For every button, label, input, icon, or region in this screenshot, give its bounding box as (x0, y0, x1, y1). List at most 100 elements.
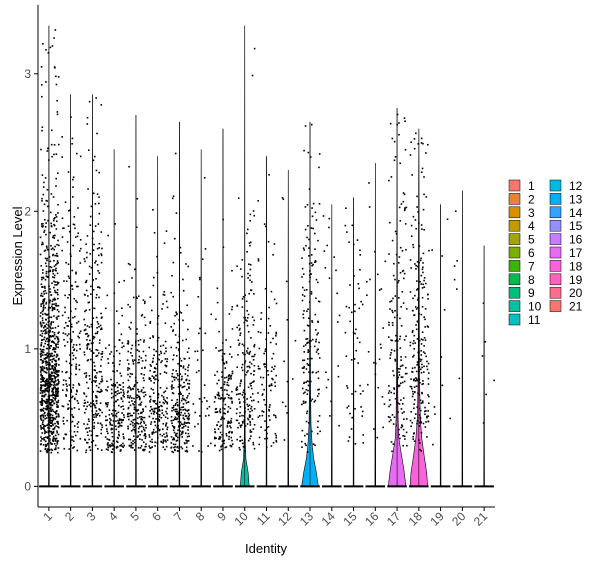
point-17 (391, 414, 394, 416)
point-10 (241, 352, 244, 354)
point-3 (89, 378, 91, 380)
point-1 (42, 300, 44, 303)
point-10 (236, 366, 239, 369)
point-9 (219, 431, 222, 434)
point-15 (362, 390, 364, 392)
point-7 (179, 430, 181, 432)
point-3 (89, 293, 92, 295)
point-1 (49, 269, 52, 272)
point-11 (270, 445, 273, 447)
point-1 (47, 400, 50, 402)
point-18 (424, 410, 426, 413)
point-6 (161, 435, 164, 437)
point-3 (97, 223, 100, 225)
point-7 (172, 392, 175, 395)
point-18 (418, 261, 420, 264)
point-13 (311, 207, 313, 209)
point-1 (57, 374, 60, 376)
point-10 (243, 316, 245, 319)
point-1 (51, 331, 54, 333)
point-13 (314, 444, 316, 447)
point-6 (149, 364, 152, 366)
point-1 (52, 269, 54, 271)
point-1 (49, 266, 52, 268)
point-1 (50, 322, 52, 325)
point-10 (241, 442, 244, 445)
point-7 (186, 450, 189, 453)
point-2 (71, 439, 73, 441)
point-1 (46, 248, 49, 251)
point-13 (311, 357, 313, 360)
point-2 (71, 196, 74, 198)
point-9 (215, 407, 218, 410)
point-21 (484, 341, 487, 343)
point-13 (318, 357, 321, 359)
point-1 (46, 383, 48, 385)
point-6 (165, 445, 168, 448)
point-1 (48, 449, 51, 451)
point-3 (99, 391, 101, 394)
point-1 (51, 300, 54, 303)
x-tick-label: 6 (149, 509, 164, 524)
point-1 (53, 376, 56, 378)
x-axis-ticks: 1 2 3 4 5 6 7 8 9 10 11 12 13 14 15 16 17 18 19 20 21 (40, 507, 490, 529)
point-18 (427, 326, 430, 328)
point-7 (184, 450, 187, 452)
point-17 (396, 339, 398, 341)
point-3 (98, 247, 101, 249)
point-2 (64, 306, 66, 309)
point-5 (133, 423, 136, 425)
point-1 (43, 285, 46, 288)
point-1 (57, 382, 60, 385)
point-1 (50, 371, 53, 373)
point-13 (309, 345, 312, 348)
point-11 (275, 374, 277, 377)
point-10 (250, 382, 252, 384)
point-7 (171, 274, 173, 277)
point-18 (420, 274, 423, 277)
point-13 (315, 297, 317, 300)
point-6 (164, 448, 166, 451)
point-2 (62, 405, 65, 408)
point-8 (201, 400, 203, 403)
point-2 (73, 216, 76, 218)
point-10 (239, 426, 242, 428)
point-13 (317, 370, 320, 373)
point-1 (45, 272, 48, 275)
point-1 (41, 376, 43, 379)
point-1 (42, 193, 45, 196)
point-1 (54, 284, 56, 286)
point-15 (354, 407, 356, 410)
point-10 (239, 385, 241, 387)
point-4 (110, 427, 113, 430)
point-18 (415, 264, 417, 267)
point-3 (86, 441, 88, 444)
point-7 (184, 368, 187, 371)
point-17 (400, 376, 403, 378)
point-13 (307, 325, 310, 327)
point-17 (388, 420, 391, 423)
point-6 (165, 432, 168, 434)
point-6 (151, 431, 153, 434)
point-1 (47, 333, 50, 336)
point-6 (159, 345, 162, 347)
point-1 (40, 418, 42, 420)
point-12 (282, 198, 285, 201)
point-1 (55, 153, 58, 155)
point-1 (53, 223, 55, 226)
point-1 (55, 356, 58, 358)
point-1 (39, 425, 42, 427)
point-7 (176, 404, 179, 406)
point-17 (402, 434, 404, 437)
point-2 (61, 136, 64, 138)
point-18 (413, 340, 415, 342)
point-1 (40, 373, 42, 375)
point-18 (416, 379, 418, 382)
point-5 (127, 343, 130, 345)
point-6 (163, 294, 166, 296)
point-3 (87, 335, 89, 338)
point-18 (420, 338, 423, 341)
point-6 (153, 382, 156, 384)
point-1 (54, 380, 57, 382)
point-17 (405, 248, 407, 251)
